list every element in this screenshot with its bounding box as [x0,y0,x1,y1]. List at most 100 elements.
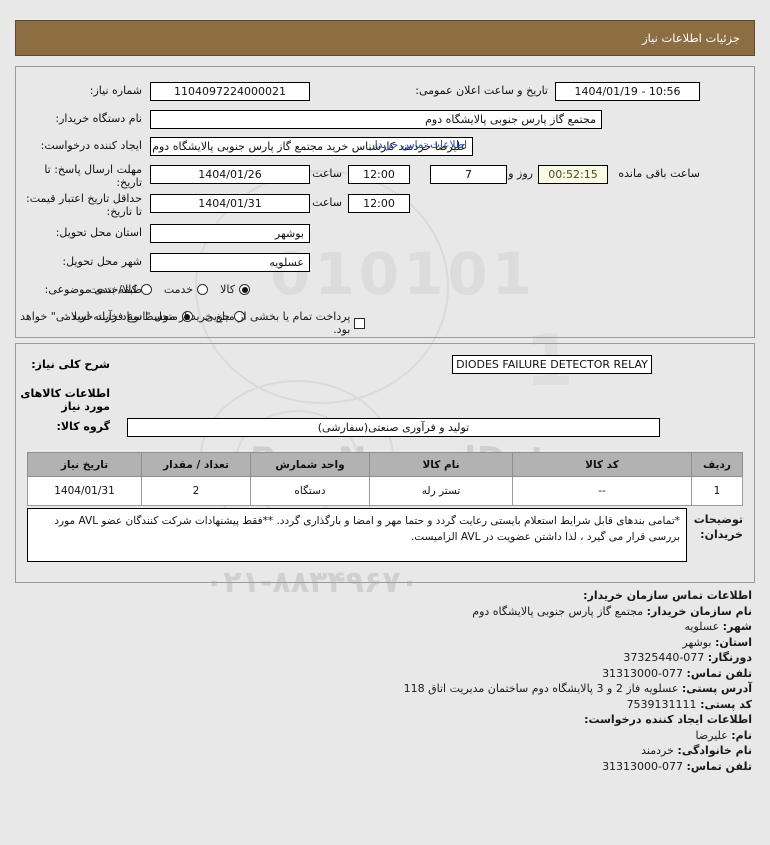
contact-value: 31313000-077 [602,666,684,680]
general-description-label-row: شرح کلی نیاز: [31,358,110,371]
table-header-row: ردیف کد کالا نام کالا واحد شمارش تعداد /… [27,452,743,477]
province-field[interactable]: بوشهر [150,224,310,243]
cell-need-date: 1404/01/31 [27,476,142,506]
radio-icon[interactable] [140,284,152,295]
classification-option-khedmat[interactable]: خدمت [164,283,209,296]
contact-value: 37325440-077 [623,651,705,664]
goods-group-field[interactable]: تولید و فرآوری صنعتی(سفارشی) [127,418,660,437]
contact-value: بوشهر [682,635,712,649]
page-title: جزئیات اطلاعات نیاز [642,31,740,45]
remaining-days-field[interactable]: 7 [430,165,507,184]
col-need-date: تاریخ نیاز [27,452,142,477]
countdown-label-row: ساعت باقی مانده [618,167,700,180]
purchase-type-option-motevaset[interactable]: متوسط [143,310,193,323]
buyer-contact-link-row: اطلاعات تماس خریدار [370,139,467,151]
classification-options: کالا خدمت کالا/خدمت [77,283,250,296]
requester-line-last-name: نام خانوادگی: خردمند [12,743,752,759]
buyer-notes-section: توضیحات خریدان: *تمامی بندهای قابل شرایط… [27,508,743,562]
need-number-field[interactable]: 1104097224000021 [150,82,310,101]
goods-table-wrapper: ردیف کد کالا نام کالا واحد شمارش تعداد /… [27,452,743,506]
response-deadline-date-field[interactable]: 1404/01/26 [150,165,310,184]
contact-key: شهر: [722,620,752,633]
page-header: جزئیات اطلاعات نیاز [15,20,755,56]
cell-code: -- [512,476,692,506]
contact-value: عسلویه [684,620,720,633]
contact-key: آدرس پستی: [681,682,752,695]
contact-key: دورنگار: [707,651,752,664]
contact-value: 31313000-077 [602,759,684,773]
classification-option-kala[interactable]: کالا [220,283,250,296]
goods-group-label: گروه کالا: [56,420,110,433]
classification-option-kala-khedmat-label: کالا/خدمت [89,283,137,296]
contact-line-address: آدرس پستی: عسلویه فاز 2 و 3 پالایشگاه دو… [12,681,752,697]
requester-line-phone: تلفن تماس: 31313000-077 [12,759,752,775]
col-index: ردیف [691,452,743,477]
classification-label: طبقه بندی موضوعی: [44,283,142,296]
requester-label: ایجاد کننده درخواست: [40,139,142,152]
city-label-row: شهر محل تحویل: [62,255,142,268]
requester-line-first-name: نام: علیرضا [12,728,752,744]
contact-key: تلفن تماس: [686,759,752,773]
cell-index: 1 [691,476,743,506]
purchase-type-label: نوع فرآیند خرید : [64,310,142,323]
radio-icon[interactable] [197,284,209,295]
announce-label-row: تاریخ و ساعت اعلان عمومی: [415,84,548,97]
cell-name: تستر رله [369,476,513,506]
cell-unit: دستگاه [250,476,370,506]
price-validity-time-label-row: ساعت [312,196,342,209]
col-code: کد کالا [512,452,692,477]
requester-field[interactable]: علیرضا خردمند کارشناس خرید مجتمع گاز پار… [150,137,473,156]
city-field[interactable]: عسلویه [150,253,310,272]
purchase-type-option-jozii[interactable]: جزیی [205,310,245,323]
classification-option-kala-label: کالا [220,283,235,296]
contact-line-province: استان: بوشهر [12,635,752,651]
contact-key: نام خانوادگی: [677,744,752,757]
general-description-field[interactable]: DIODES FAILURE DETECTOR RELAY [452,355,652,374]
col-qty: تعداد / مقدار [141,452,251,477]
contact-value: علیرضا [695,728,728,742]
response-deadline-time-field[interactable]: 12:00 [348,165,410,184]
goods-group-label-row: گروه کالا: [56,420,110,433]
public-announce-field[interactable]: 1404/01/19 - 10:56 [555,82,700,101]
price-validity-time-field[interactable]: 12:00 [348,194,410,213]
buyer-org-field[interactable]: مجتمع گاز پارس جنوبی پالایشگاه دوم [150,110,602,129]
table-row[interactable]: 1 -- تستر رله دستگاه 2 1404/01/31 [27,476,743,506]
need-number-label-row: شماره نیاز: [90,84,142,97]
purchase-type-option-motevaset-label: متوسط [143,310,178,323]
price-validity-time-label: ساعت [312,196,342,209]
general-description-label: شرح کلی نیاز: [31,358,110,371]
contact-value: مجتمع گاز پارس جنوبی پالایشگاه دوم [472,604,644,618]
countdown-label: ساعت باقی مانده [618,167,700,180]
contact-line-fax: دورنگار: 37325440-077 [12,650,752,666]
treasury-checkbox-option[interactable]: پرداخت تمام یا بخشی از مبلغ خرید،از محل … [12,310,365,336]
requester-contact-title: اطلاعات ایجاد کننده درخواست: [584,713,752,726]
radio-icon-selected[interactable] [181,311,193,322]
contact-key: استان: [715,635,752,649]
purchase-type-label-row: نوع فرآیند خرید : [64,310,142,323]
radio-icon[interactable] [234,311,245,322]
treasury-checkbox-label: پرداخت تمام یا بخشی از مبلغ خرید،از محل … [20,310,351,336]
goods-table-head: ردیف کد کالا نام کالا واحد شمارش تعداد /… [27,452,743,477]
goods-table: ردیف کد کالا نام کالا واحد شمارش تعداد /… [27,452,743,506]
col-name: نام کالا [369,452,513,477]
contact-value: 7539131111 [626,697,697,711]
contact-line-postal-code: کد پستی: 7539131111 [12,697,752,713]
col-unit: واحد شمارش [250,452,370,477]
contact-line-phone: تلفن تماس: 31313000-077 [12,666,752,682]
response-deadline-label-row: مهلت ارسال پاسخ: تا تاریخ: [24,163,142,189]
contact-line-city: شهر: عسلویه [12,619,753,635]
buyer-contact-link[interactable]: اطلاعات تماس خریدار [369,139,467,151]
purchase-type-options: جزیی متوسط [131,310,245,323]
radio-icon-selected[interactable] [239,284,250,295]
goods-info-title: اطلاعات کالاهای مورد نیاز [20,387,110,413]
need-number-label: شماره نیاز: [89,84,142,97]
price-validity-date-field[interactable]: 1404/01/31 [150,194,310,213]
goods-info-panel [15,343,755,583]
city-label: شهر محل تحویل: [62,255,142,268]
province-label-row: استان محل تحویل: [56,226,142,239]
goods-table-body: 1 -- تستر رله دستگاه 2 1404/01/31 [27,476,743,506]
classification-option-kala-khedmat[interactable]: کالا/خدمت [89,283,152,296]
checkbox-icon[interactable] [354,317,365,329]
days-label-row: روز و [508,167,533,180]
purchase-type-option-jozii-label: جزیی [204,310,230,323]
